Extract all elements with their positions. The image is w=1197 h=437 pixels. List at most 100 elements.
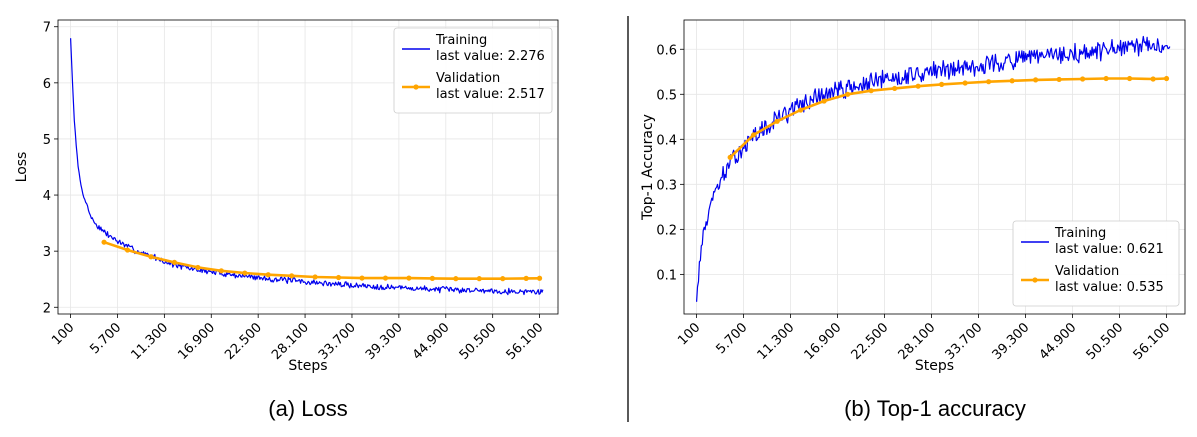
acc-validation-point — [1127, 75, 1133, 82]
legend-box — [393, 27, 553, 114]
acc-validation-point — [868, 88, 874, 94]
x-tick-label: 16.900 — [175, 320, 218, 363]
acc-validation-point — [1080, 76, 1086, 82]
x-tick-label: 100 — [675, 320, 703, 348]
legend-box — [1012, 220, 1180, 307]
acc-x-axis-label: Steps — [915, 358, 954, 374]
loss-validation-point — [289, 273, 295, 279]
x-tick-label: 50.500 — [1084, 320, 1127, 363]
loss-validation-point — [523, 275, 529, 281]
loss-validation-point — [536, 275, 543, 281]
acc-validation-point — [1009, 78, 1015, 84]
y-tick-label: 6 — [43, 77, 51, 92]
loss-validation-line — [103, 240, 540, 281]
acc-validation-point — [1163, 75, 1170, 82]
acc-validation-point — [986, 79, 992, 85]
loss-x-axis-label: Steps — [288, 358, 327, 374]
acc-validation-point — [915, 83, 921, 89]
acc-validation-point — [798, 107, 804, 113]
acc-validation-point — [1056, 76, 1062, 83]
acc-validation-point — [1103, 75, 1109, 82]
loss-validation-point — [312, 274, 318, 280]
x-tick-label: 28.100 — [896, 320, 939, 363]
loss-caption: (a) Loss — [268, 396, 347, 421]
loss-plot-frame — [57, 19, 559, 315]
loss-validation-point — [406, 275, 412, 281]
acc-y-axis-label: Top-1 Accuracy — [640, 114, 656, 221]
acc-validation-point — [1150, 76, 1156, 82]
y-tick-label: 0.4 — [656, 133, 677, 148]
legend-marker — [413, 84, 419, 90]
loss-validation-point — [195, 264, 201, 271]
x-tick-label: 39.300 — [990, 320, 1033, 363]
y-tick-label: 2 — [43, 301, 51, 316]
x-tick-label: 50.500 — [457, 320, 500, 363]
loss-validation-point — [359, 275, 365, 281]
legend-value-training: last value: 2.276 — [436, 49, 545, 64]
accuracy-caption: (b) Top-1 accuracy — [844, 396, 1026, 421]
loss-validation-point — [429, 275, 435, 281]
x-tick-label: 56.100 — [504, 320, 547, 363]
x-tick-label: 28.100 — [269, 320, 312, 363]
legend-value-training: last value: 0.621 — [1055, 242, 1164, 257]
y-tick-label: 0.2 — [656, 223, 677, 238]
y-tick-label: 0.6 — [656, 43, 677, 58]
loss-validation-point — [476, 276, 482, 282]
loss-y-axis-label: Loss — [14, 152, 30, 183]
accuracy-panel: 0.1 0.2 0.3 0.4 0.5 0.6 100 5.700 11.300 16.900 22… — [640, 19, 1186, 374]
loss-validation-point — [242, 270, 248, 276]
acc-plot-frame — [683, 19, 1186, 315]
x-tick-label: 11.300 — [755, 320, 798, 363]
loss-validation-point — [335, 274, 342, 281]
loss-validation-point — [124, 247, 131, 253]
x-tick-label: 5.700 — [87, 320, 124, 357]
acc-validation-point — [1033, 77, 1039, 83]
legend-value-validation: last value: 0.535 — [1055, 280, 1164, 295]
x-tick-label: 33.700 — [943, 320, 986, 363]
acc-validation-line — [729, 77, 1167, 159]
legend-label-training: Training — [1054, 226, 1106, 241]
loss-validation-point — [148, 254, 154, 260]
y-tick-label: 0.1 — [656, 268, 677, 283]
legend-value-validation: last value: 2.517 — [436, 87, 545, 102]
x-tick-label: 22.500 — [849, 320, 892, 363]
x-tick-label: 44.900 — [1037, 320, 1080, 363]
legend-label-validation: Validation — [436, 71, 500, 86]
loss-validation-point — [171, 259, 178, 265]
legend-label-validation: Validation — [1055, 264, 1119, 279]
loss-validation-point — [453, 276, 459, 282]
acc-grid — [684, 20, 1185, 314]
acc-validation-point — [892, 85, 898, 92]
loss-panel: 2 3 4 5 6 7 100 5.700 11.300 16.900 22.500 28.100 33… — [14, 19, 559, 374]
acc-validation-point — [962, 80, 968, 86]
acc-validation-point — [845, 91, 851, 97]
x-tick-label: 22.500 — [222, 320, 265, 363]
legend-label-training: Training — [435, 33, 487, 48]
x-tick-label: 56.100 — [1131, 320, 1174, 363]
y-tick-label: 4 — [43, 189, 51, 204]
legend-marker — [1032, 277, 1038, 283]
y-tick-label: 3 — [43, 245, 51, 260]
acc-validation-point — [821, 98, 827, 104]
x-tick-label: 16.900 — [802, 320, 845, 363]
acc-validation-point — [727, 154, 733, 160]
x-tick-label: 39.300 — [363, 320, 406, 363]
x-tick-label: 11.300 — [128, 320, 171, 363]
x-tick-label: 44.900 — [410, 320, 453, 363]
loss-validation-point — [382, 275, 389, 281]
x-tick-label: 33.700 — [316, 320, 359, 363]
x-tick-label: 100 — [49, 320, 77, 348]
y-tick-label: 7 — [43, 21, 51, 36]
y-tick-label: 0.5 — [656, 88, 677, 103]
loss-validation-point — [500, 276, 506, 282]
y-tick-label: 0.3 — [656, 178, 677, 193]
x-tick-label: 5.700 — [713, 320, 750, 357]
loss-validation-point — [101, 239, 107, 245]
loss-validation-point — [265, 272, 271, 278]
acc-validation-point — [751, 132, 757, 138]
y-tick-label: 5 — [43, 133, 51, 148]
loss-validation-point — [218, 268, 224, 274]
